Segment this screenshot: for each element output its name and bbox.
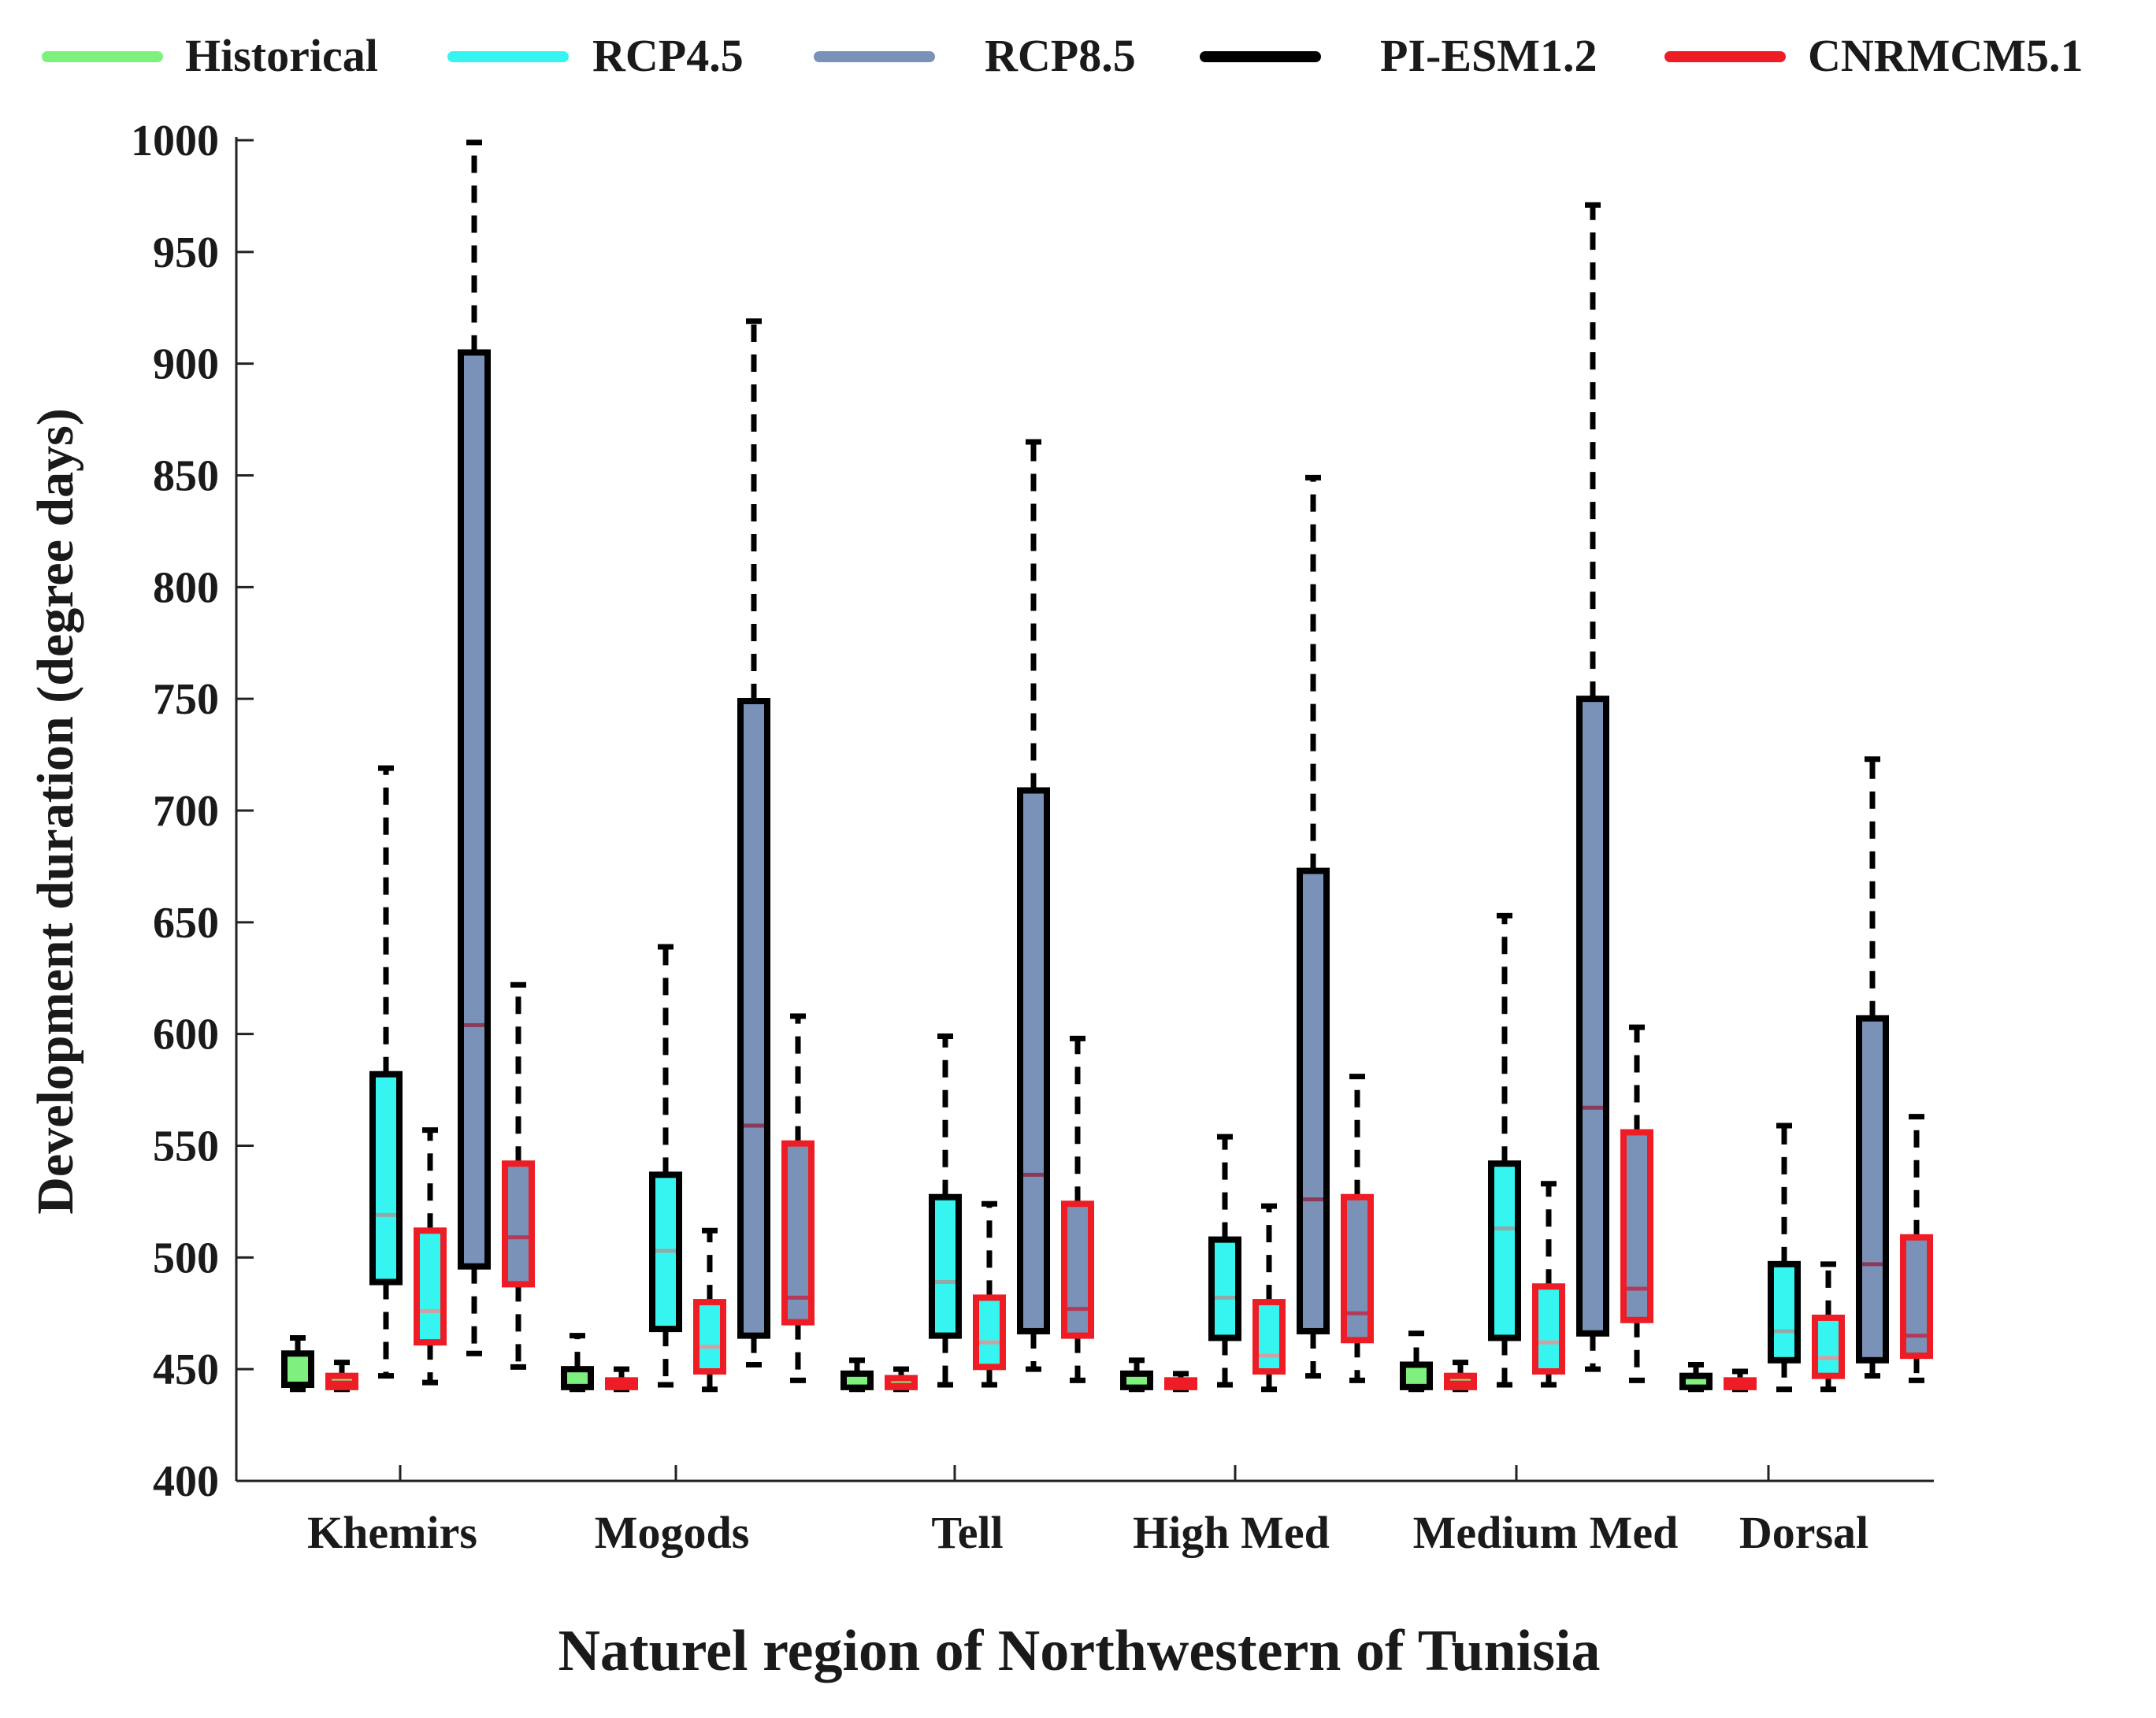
y-tick-label-700: 700: [153, 787, 219, 836]
box-tell-rcp4-5-pi-esm1-2: [929, 1193, 962, 1339]
y-tick-label-950: 950: [153, 228, 219, 277]
y-tick-label-750: 750: [153, 675, 219, 724]
box-medium-med-rcp8-5-cnrmcm5-1: [1620, 1129, 1653, 1323]
y-axis-title: Development duration (degree days): [27, 408, 84, 1215]
box-khemirs-rcp4-5-cnrmcm5-1: [414, 1227, 447, 1346]
box-medium-med-rcp4-5-cnrmcm5-1: [1532, 1283, 1565, 1375]
x-axis-title: Naturel region of Northwestern of Tunisi…: [558, 1619, 1600, 1683]
boxes: [281, 139, 1933, 1393]
x-category-label-high-med: High Med: [1133, 1507, 1330, 1558]
box-high-med-rcp8-5-pi-esm1-2: [1297, 867, 1330, 1334]
y-tick-label-900: 900: [153, 340, 219, 389]
axes: [235, 137, 1934, 1482]
y-tick-label-600: 600: [153, 1011, 219, 1059]
y-tick-label-550: 550: [153, 1122, 219, 1171]
box-medium-med-rcp8-5-pi-esm1-2: [1576, 696, 1609, 1337]
legend-label-historical: Historical: [185, 30, 378, 81]
box-mogods-historical-pi-esm1-2: [561, 1366, 594, 1390]
legend-label-rcp4-5: RCP4.5: [592, 30, 744, 81]
box-tell-rcp8-5-cnrmcm5-1: [1061, 1200, 1094, 1339]
x-category-label-tell: Tell: [931, 1507, 1003, 1558]
box-tell-rcp8-5-pi-esm1-2: [1017, 787, 1050, 1334]
box-mogods-rcp8-5-cnrmcm5-1: [781, 1140, 815, 1326]
y-tick-label-1000: 1000: [131, 117, 219, 165]
legend-label-rcp8-5: RCP8.5: [985, 30, 1136, 81]
axis-labels: 400 450 500 550 600 650 700 750 800 850 900 950 1000…: [27, 117, 1868, 1683]
x-category-label-dorsal: Dorsal: [1739, 1507, 1868, 1558]
legend-label-cnrmcm5-1: CNRMCM5.1: [1808, 30, 2084, 81]
box-dorsal-rcp8-5-cnrmcm5-1: [1900, 1234, 1933, 1360]
box-dorsal-rcp8-5-pi-esm1-2: [1856, 1015, 1889, 1364]
box-tell-historical-pi-esm1-2: [841, 1370, 874, 1390]
box-khemirs-rcp4-5-pi-esm1-2: [369, 1071, 403, 1286]
box-mogods-rcp4-5-cnrmcm5-1: [693, 1299, 726, 1375]
y-tick-label-850: 850: [153, 452, 219, 501]
box-high-med-rcp4-5-cnrmcm5-1: [1252, 1299, 1286, 1375]
box-tell-rcp4-5-cnrmcm5-1: [973, 1294, 1006, 1371]
box-high-med-rcp4-5-pi-esm1-2: [1208, 1236, 1241, 1341]
y-tick-label-800: 800: [153, 563, 219, 612]
box-khemirs-rcp8-5-pi-esm1-2: [458, 349, 491, 1270]
x-category-label-medium-med: Medium Med: [1413, 1507, 1679, 1558]
box-dorsal-rcp4-5-pi-esm1-2: [1768, 1260, 1801, 1364]
y-tick-label-400: 400: [153, 1457, 219, 1506]
box-mogods-rcp8-5-pi-esm1-2: [737, 698, 770, 1339]
y-tick-label-650: 650: [153, 899, 219, 948]
box-medium-med-rcp4-5-pi-esm1-2: [1488, 1160, 1521, 1341]
box-khemirs-historical-pi-esm1-2: [281, 1350, 314, 1389]
x-category-label-khemirs: Khemirs: [307, 1507, 477, 1558]
box-khemirs-rcp8-5-cnrmcm5-1: [502, 1160, 535, 1288]
y-tick-label-450: 450: [153, 1345, 219, 1394]
y-tick-label-500: 500: [153, 1234, 219, 1282]
x-category-label-mogods: Mogods: [595, 1507, 750, 1558]
box-high-med-historical-pi-esm1-2: [1120, 1370, 1153, 1390]
box-high-med-rcp8-5-cnrmcm5-1: [1341, 1193, 1374, 1344]
box-tell-historical-cnrmcm5-1: [885, 1375, 918, 1390]
box-dorsal-rcp4-5-cnrmcm5-1: [1812, 1314, 1845, 1379]
legend: Historical RCP4.5 RCP8.5 PI-ESM1.2 CNRMCM5.1: [42, 30, 2084, 81]
legend-label-pi-esm1-2: PI-ESM1.2: [1380, 30, 1598, 81]
